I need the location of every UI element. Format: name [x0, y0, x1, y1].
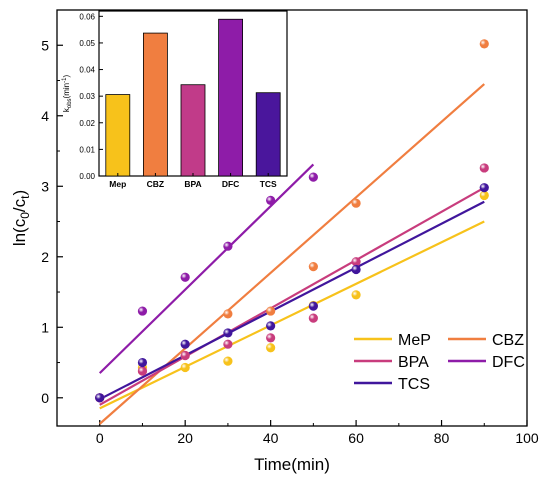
y-axis-label-part: ) — [10, 190, 29, 196]
fit-line-tcs — [99, 200, 485, 401]
series-bpa — [99, 186, 485, 406]
data-point-bpa — [223, 339, 233, 349]
x-tick-label: 40 — [263, 430, 279, 446]
data-point-tcs — [351, 264, 361, 275]
data-point-tcs — [308, 301, 318, 311]
y-tick-label: 1 — [41, 319, 49, 335]
data-point-cbz — [266, 306, 276, 316]
inset-y-label-part: (min — [62, 83, 71, 99]
points-tcs — [95, 183, 489, 403]
y-axis-label-part: ln(c — [10, 218, 29, 246]
inset-y-label-sup: -1 — [62, 77, 68, 83]
inset-y-label-sub: obs — [67, 98, 73, 108]
data-point-dfc — [180, 272, 190, 282]
data-point-cbz — [479, 39, 489, 49]
y-axis-label-sub: 0 — [18, 212, 32, 219]
data-point-bpa — [479, 163, 489, 173]
data-point-mep — [479, 190, 489, 201]
inset-y-tick-label: 0.02 — [79, 119, 95, 128]
legend-label-tcs: TCS — [398, 376, 430, 393]
data-point-cbz — [351, 198, 361, 208]
legend: MeP CBZ BPA DFC TCS — [354, 332, 525, 393]
data-point-cbz — [223, 309, 233, 319]
inset-bar-mep — [105, 94, 131, 177]
points-dfc — [95, 172, 318, 403]
data-point-mep — [223, 356, 233, 366]
legend-label-mep: MeP — [398, 332, 431, 349]
inset-x-tick-label: BPA — [184, 179, 201, 189]
inset-bar-dfc — [218, 18, 244, 177]
inset-plot: 0.00 0.01 0.02 0.03 0.04 0.05 0.06 Mep CBZ BPA DFC… — [62, 10, 288, 189]
y-axis-label: ln(c0/ct) — [10, 190, 32, 246]
x-tick-label: 80 — [434, 430, 450, 446]
inset-x-tick-label: Mep — [109, 179, 126, 189]
fit-line-bpa — [99, 186, 485, 406]
data-point-bpa — [266, 333, 276, 343]
y-axis-label-sub: t — [18, 195, 32, 199]
inset-x-tick-label: TCS — [260, 179, 277, 189]
points-bpa — [95, 163, 489, 403]
x-tick-label: 20 — [177, 430, 193, 446]
inset-bar-bpa — [180, 84, 206, 177]
inset-x-tick-label: CBZ — [147, 179, 164, 189]
inset-y-tick-label: 0.03 — [79, 92, 95, 101]
legend-label-bpa: BPA — [398, 354, 429, 371]
inset-y-tick-label: 0.01 — [79, 145, 95, 154]
data-point-dfc — [223, 241, 233, 251]
data-point-bpa — [351, 257, 361, 267]
y-axis-label-part: /c — [10, 198, 29, 212]
legend-label-cbz: CBZ — [492, 332, 524, 349]
series-tcs — [99, 200, 485, 401]
data-point-tcs — [137, 357, 148, 368]
legend-label-dfc: DFC — [492, 354, 525, 371]
data-point-mep — [180, 362, 190, 373]
data-point-mep — [266, 343, 276, 353]
x-tick-label: 100 — [515, 430, 539, 446]
data-point-tcs — [266, 321, 276, 331]
data-point-bpa — [137, 366, 148, 376]
series-mep — [99, 220, 485, 410]
data-point-bpa — [180, 350, 190, 361]
data-point-tcs — [479, 183, 489, 193]
x-axis-label: Time(min) — [254, 455, 330, 474]
fit-line-dfc — [98, 163, 315, 374]
inset-y-label-part: ) — [62, 75, 71, 78]
data-point-dfc — [266, 195, 276, 205]
inset-y-axis-label: kobs(min-1) — [62, 75, 73, 113]
data-point-tcs — [95, 393, 105, 403]
y-tick-label: 4 — [41, 108, 49, 124]
data-point-tcs — [180, 339, 190, 349]
series-dfc — [98, 163, 315, 374]
data-point-bpa — [308, 313, 318, 323]
inset-y-tick-label: 0.05 — [79, 39, 95, 48]
data-point-dfc — [308, 172, 318, 182]
data-point-tcs — [223, 328, 233, 338]
data-point-mep — [351, 290, 361, 300]
x-tick-label: 60 — [348, 430, 364, 446]
y-tick-label: 0 — [41, 390, 49, 406]
inset-y-tick-label: 0.06 — [79, 12, 95, 21]
inset-y-tick-label: 0.00 — [79, 172, 95, 181]
inset-bar-tcs — [255, 92, 281, 177]
data-point-dfc — [137, 306, 148, 316]
inset-y-tick-label: 0.04 — [79, 66, 95, 75]
y-tick-label: 3 — [41, 178, 49, 194]
inset-bar-cbz — [142, 32, 168, 177]
y-tick-label: 5 — [41, 37, 49, 53]
main-plot-frame — [56, 9, 528, 427]
inset-y-label-part: k — [62, 107, 71, 112]
data-point-cbz — [308, 262, 318, 272]
x-tick-label: 0 — [96, 430, 104, 446]
inset-x-tick-label: DFC — [222, 179, 239, 189]
fit-line-mep — [99, 220, 485, 410]
y-tick-label: 2 — [41, 249, 49, 265]
